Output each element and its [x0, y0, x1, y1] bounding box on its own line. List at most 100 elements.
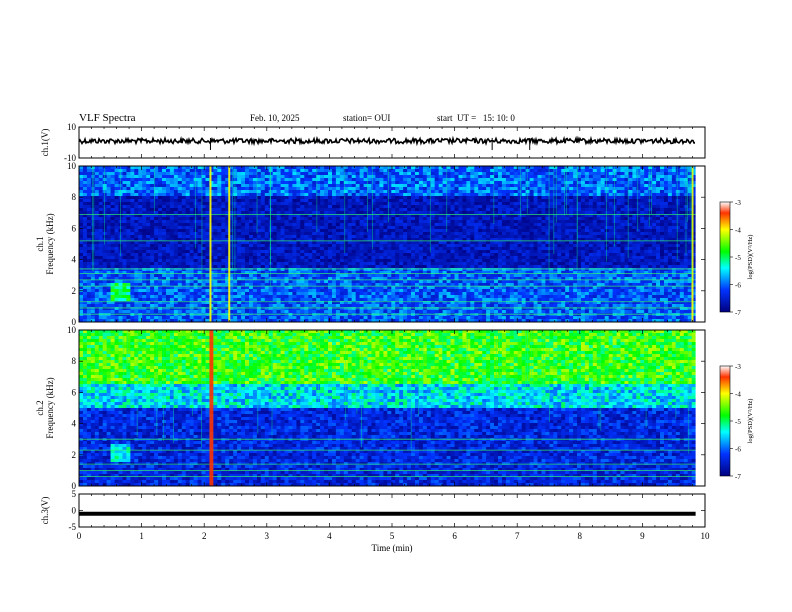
spectrogram-cell — [442, 217, 448, 221]
spectrogram-cell — [185, 319, 191, 323]
spectrogram-cell — [296, 304, 301, 308]
spectrogram-cell — [418, 274, 424, 278]
spectrogram-cell — [300, 202, 305, 206]
spectrogram-cell — [391, 247, 396, 251]
spectrogram-cell — [221, 268, 226, 272]
spectrogram-cell — [296, 301, 301, 305]
spectrogram-cell — [312, 295, 317, 299]
spectrogram-cell — [154, 172, 159, 176]
spectrogram-cell — [237, 181, 242, 185]
spectrogram-cell — [217, 241, 222, 245]
spectrogram-cell — [308, 265, 313, 269]
spectrogram-cell — [162, 205, 167, 209]
spectrogram-cell — [233, 274, 238, 278]
spectrogram-cell — [328, 178, 333, 182]
spectrogram-cell — [446, 289, 452, 293]
spectrogram-cell — [403, 277, 408, 281]
spectrogram-cell — [98, 298, 104, 302]
spectrogram-cell — [379, 217, 384, 221]
spectrogram-cell — [154, 193, 159, 197]
spectrogram-cell — [371, 262, 377, 266]
spectrogram-cell — [173, 181, 179, 185]
spectrogram-cell — [166, 247, 171, 251]
spectrogram-cell — [438, 178, 444, 182]
spectrogram-cell — [110, 268, 116, 272]
spectrogram-cell — [438, 292, 444, 296]
spectrogram-cell — [249, 274, 254, 278]
spectrogram-cell — [237, 301, 242, 305]
spectrogram-cell — [371, 313, 377, 317]
spectrogram-cell — [225, 244, 230, 248]
spectrogram-cell — [197, 181, 203, 185]
spectrogram-cell — [395, 307, 400, 311]
spectrogram-cell — [150, 238, 155, 242]
spectrogram-cell — [371, 229, 377, 233]
spectrogram-cell — [102, 262, 108, 266]
spectrogram-cell — [430, 265, 436, 269]
spectrogram-cell — [138, 175, 143, 179]
spectrogram-cell — [355, 202, 361, 206]
spectrogram-cell — [320, 310, 325, 314]
spectrogram-cell — [154, 211, 159, 215]
spectrogram-cell — [229, 307, 234, 311]
spectrogram-cell — [383, 304, 388, 308]
spectrogram-cell — [90, 304, 96, 308]
spectrogram-cell — [284, 229, 290, 233]
spectrogram-cell — [260, 262, 266, 266]
spectrogram-cell — [110, 184, 116, 188]
spectrogram-cell — [300, 235, 305, 239]
spectrogram-cell — [264, 244, 270, 248]
spectrogram-cell — [252, 178, 258, 182]
spectrogram-cell — [332, 190, 337, 194]
spectrogram-cell — [422, 316, 428, 320]
spectrogram-cell — [185, 265, 191, 269]
spectrogram-cell — [383, 250, 388, 254]
spectrogram-cell — [367, 259, 373, 263]
spectrogram-cell — [150, 184, 155, 188]
spectrogram-cell — [264, 217, 270, 221]
spectrogram-cell — [201, 175, 207, 179]
spectrogram-cell — [106, 184, 112, 188]
spectrogram-cell — [375, 265, 380, 269]
spectrogram-cell — [308, 184, 313, 188]
spectrogram-cell — [391, 274, 396, 278]
spectrogram-cell — [288, 292, 294, 296]
spectrogram-cell — [316, 283, 321, 287]
spectrogram-cell — [86, 226, 92, 230]
spectrogram-cell — [383, 184, 388, 188]
spectrogram-cell — [304, 166, 309, 170]
spectrogram-cell — [166, 274, 171, 278]
spectrogram-cell — [399, 271, 404, 275]
spectrogram-cell — [86, 253, 92, 257]
spectrogram-cell — [339, 298, 345, 302]
spectrogram-cell — [422, 214, 428, 218]
spectrogram-cell — [177, 298, 183, 302]
spectrogram-cell — [241, 310, 246, 314]
spectrogram-cell — [320, 178, 325, 182]
spectrogram-cell — [288, 205, 294, 209]
spectrogram-cell — [407, 247, 412, 251]
spectrogram-cell — [316, 295, 321, 299]
spectrogram-cell — [276, 184, 282, 188]
spectrogram-cell — [142, 271, 147, 275]
spectrogram-cell — [249, 169, 254, 173]
spectrogram-cell — [245, 181, 250, 185]
spectrogram-cell — [252, 268, 258, 272]
spectrogram-cell — [154, 166, 159, 170]
spectrogram-cell — [177, 181, 183, 185]
spectrogram-cell — [154, 205, 159, 209]
spectrogram-cell — [229, 232, 234, 236]
spectrogram-cell — [118, 265, 124, 269]
spectrogram-cell — [229, 235, 234, 239]
spectrogram-cell — [446, 271, 452, 275]
spectrogram-cell — [177, 232, 183, 236]
spectrogram-cell — [363, 268, 369, 272]
spectrogram-cell — [142, 193, 147, 197]
spectrogram-cell — [229, 274, 234, 278]
spectrogram-cell — [241, 202, 246, 206]
spectrogram-cell — [252, 271, 258, 275]
spectrogram-cell — [138, 166, 143, 170]
spectrogram-cell — [233, 265, 238, 269]
spectrogram-cell — [177, 289, 183, 293]
spectrogram-cell — [241, 271, 246, 275]
